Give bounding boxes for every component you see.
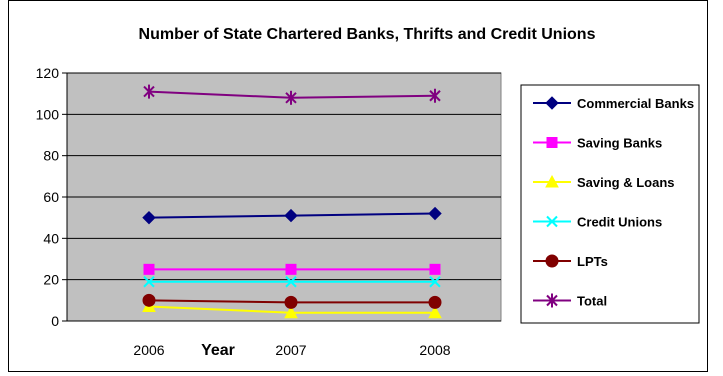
legend-marker [546,137,558,148]
legend-items: Commercial Banks Saving Banks Saving & Loa… [533,96,694,309]
data-point [284,208,298,223]
legend [520,84,700,324]
x-tick-label: 2007 [275,342,306,358]
data-point [429,276,441,288]
legend-label: Total [577,294,607,309]
data-point [285,90,297,105]
data-point [143,276,155,288]
legend-marker [545,96,559,110]
data-point [143,263,155,275]
y-tick-label: 40 [43,230,59,246]
data-point [428,206,442,221]
y-tick-label: 0 [51,313,59,329]
series-commercial-banks [142,206,442,225]
data-point [142,210,156,225]
series-saving-loans [142,299,442,319]
legend-marker [545,254,559,268]
data-point [284,295,298,309]
legend-marker [545,174,559,188]
y-tick-label: 80 [43,148,59,164]
x-tick-label: 2008 [419,342,450,358]
data-point [429,88,441,103]
legend-label: LPTs [577,254,608,269]
chart-frame: Number of State Chartered Banks, Thrifts… [8,0,708,372]
gridlines [67,72,501,281]
legend-entry: Saving Banks [533,136,662,151]
data-point [285,263,297,275]
data-point [285,276,297,288]
legend-label: Credit Unions [577,215,662,230]
x-axis-ticks: 2006 2007 2008 [66,73,501,358]
y-axis-ticks: 0 20 40 60 80 100 120 [36,65,67,329]
legend-entry: Commercial Banks [533,96,694,111]
series-total [143,84,441,105]
data-point [428,295,442,309]
series-credit-unions [143,276,441,288]
data-point [143,84,155,99]
series-saving-banks [143,263,441,275]
x-axis-label: Year [201,342,235,359]
legend-entry: Total [533,293,607,309]
data-point [429,263,441,275]
y-tick-label: 60 [43,189,59,205]
chart-title: Number of State Chartered Banks, Thrifts… [139,26,596,43]
legend-marker [546,215,558,228]
y-tick-label: 100 [36,106,60,122]
data-point [428,305,442,319]
legend-label: Commercial Banks [577,96,694,111]
legend-entry: Saving & Loans [533,174,675,190]
y-tick-label: 20 [43,272,59,288]
x-tick-label: 2006 [133,342,164,358]
legend-label: Saving & Loans [577,175,675,190]
line-chart: Number of State Chartered Banks, Thrifts… [36,26,700,359]
series-lpts [142,293,442,309]
legend-label: Saving Banks [577,136,662,151]
data-point [142,293,156,307]
y-tick-label: 120 [36,65,60,81]
legend-marker [546,293,558,308]
data-point [284,305,298,319]
legend-entry: LPTs [533,254,608,269]
legend-entry: Credit Unions [533,215,662,230]
series-layer [142,84,442,319]
